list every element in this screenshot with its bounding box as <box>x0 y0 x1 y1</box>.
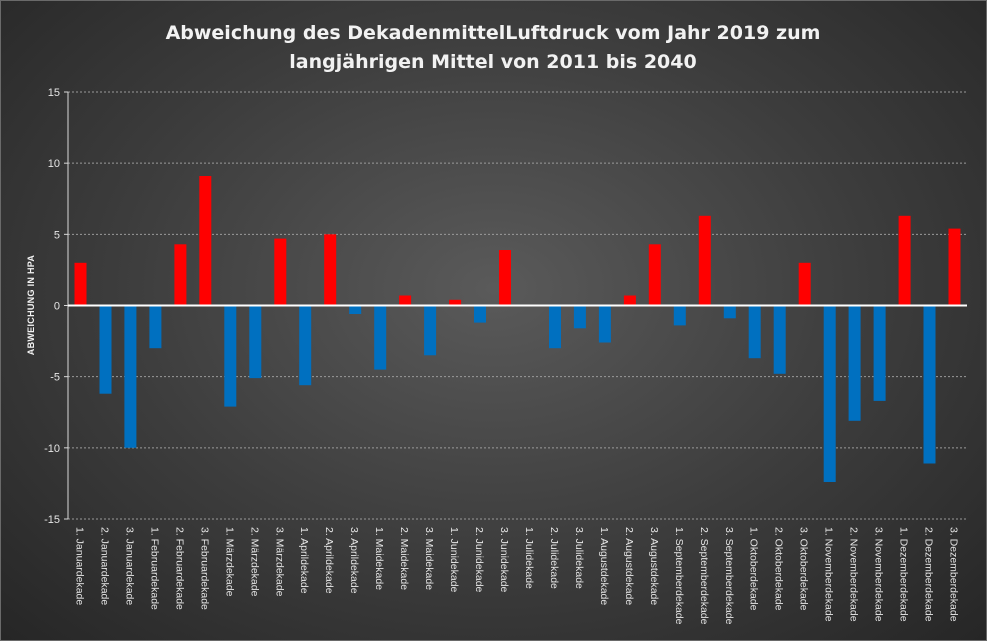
y-tick-label: 0 <box>54 301 60 313</box>
bar <box>623 295 636 306</box>
bar <box>149 305 162 349</box>
bar <box>199 176 212 306</box>
x-tick-label: 2. Augustdekade <box>623 527 635 605</box>
x-tick-label: 3. Novemberdekade <box>873 527 885 622</box>
bar <box>948 228 961 306</box>
bar <box>499 250 511 306</box>
bar <box>99 305 112 394</box>
x-tick-label: 2. Junidekade <box>473 527 485 593</box>
bar <box>349 305 362 314</box>
x-tick-label: 3. Junidekade <box>498 527 510 593</box>
bar <box>848 305 861 421</box>
bar <box>449 299 462 306</box>
x-tick-label: 1. Oktoberdekade <box>748 527 760 611</box>
x-tick-label: 2. Oktoberdekade <box>773 527 785 611</box>
x-tick-label: 3. Aprildekade <box>348 527 360 594</box>
bar <box>324 234 337 306</box>
bar <box>598 305 611 343</box>
x-tick-label: 2. Maidekade <box>398 527 410 590</box>
bar <box>648 244 661 306</box>
x-tick-label: 2. Februardekade <box>173 527 185 610</box>
x-tick-label: 2. Dezemberdekade <box>923 527 935 622</box>
axes <box>64 91 967 520</box>
bar <box>299 305 312 386</box>
x-tick-label: 2. Aprildekade <box>323 527 335 594</box>
bar <box>124 305 137 448</box>
bar <box>798 262 811 306</box>
x-tick-label: 3. Januardekade <box>123 527 135 605</box>
x-tick-label: 1. Novemberdekade <box>823 527 835 622</box>
bar <box>748 305 761 359</box>
x-tick-label: 1. Julidekade <box>523 527 535 589</box>
bar <box>424 305 437 356</box>
bar <box>698 215 711 306</box>
y-tick-label: -15 <box>44 514 60 526</box>
bar <box>873 305 886 401</box>
x-tick-label: 3. Augustdekade <box>648 527 660 605</box>
y-tick-label: -10 <box>44 443 60 455</box>
x-tick-label: 2. Januardekade <box>99 527 111 605</box>
x-tick-label: 1. Dezemberdekade <box>898 527 910 622</box>
x-tick-label: 3. Septemberdekade <box>723 527 735 625</box>
bar <box>474 305 486 323</box>
x-tick-label: 3. Märzdekade <box>273 527 285 597</box>
bar <box>573 305 586 329</box>
y-tick-label: 5 <box>54 229 60 241</box>
x-tick-label: 2. Novemberdekade <box>848 527 860 622</box>
bar <box>673 305 686 326</box>
y-tick-label: -5 <box>50 372 60 384</box>
bar <box>923 305 936 464</box>
bar <box>723 305 736 319</box>
x-tick-label: 3. Oktoberdekade <box>798 527 810 611</box>
x-tick-label: 2. Märzdekade <box>248 527 260 597</box>
x-tick-labels: 1. Januardekade 2. Januardekade 3. Januard… <box>74 527 960 625</box>
bar <box>249 305 262 379</box>
y-tick-label: 15 <box>48 87 60 99</box>
bar <box>549 305 561 349</box>
bar <box>399 295 412 306</box>
bar <box>274 238 287 306</box>
bars <box>74 176 961 482</box>
x-tick-label: 1. Februardekade <box>148 527 160 610</box>
x-tick-label: 1. Maidekade <box>373 527 385 590</box>
x-tick-label: 3. Februardekade <box>198 527 210 610</box>
bar <box>374 305 387 370</box>
x-tick-label: 3. Dezemberdekade <box>948 527 960 622</box>
x-tick-label: 2. Septemberdekade <box>698 527 710 625</box>
x-tick-label: 1. Januardekade <box>74 527 86 605</box>
x-tick-label: 1. Märzdekade <box>223 527 235 597</box>
x-tick-label: 1. Aprildekade <box>298 527 310 594</box>
chart-title-line-1: Abweichung des DekadenmittelLuftdruck vo… <box>166 22 821 44</box>
chart-title-line-2: langjährigen Mittel von 2011 bis 2040 <box>289 51 696 73</box>
x-tick-label: 1. Junidekade <box>448 527 460 593</box>
y-tick-label: 10 <box>48 158 60 170</box>
y-tick-labels: 15 10 5 0 -5 -10 -15 <box>44 87 60 526</box>
x-tick-label: 1. Augustdekade <box>598 527 610 605</box>
x-tick-label: 3. Maidekade <box>423 527 435 590</box>
x-tick-label: 2. Julidekade <box>548 527 560 589</box>
gridlines <box>68 91 967 520</box>
bar <box>823 305 836 482</box>
x-tick-label: 1. Septemberdekade <box>673 527 685 625</box>
x-tick-label: 3. Julidekade <box>573 527 585 589</box>
bar <box>74 262 87 306</box>
bar <box>773 305 786 374</box>
bar <box>224 305 237 407</box>
bar <box>174 244 187 306</box>
bar <box>898 215 911 306</box>
y-axis-label: ABWEICHUNG IN HPA <box>26 255 36 356</box>
